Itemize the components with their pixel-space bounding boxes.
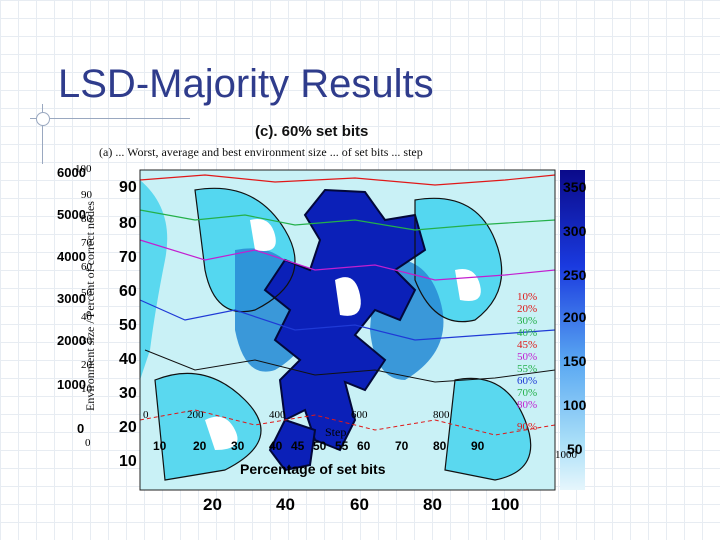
y-tick: 0: [77, 421, 85, 436]
y-tick: 100: [75, 163, 92, 175]
x-tick: 40: [269, 439, 283, 453]
y-tick: 6000: [57, 165, 86, 180]
legend-item: 55%: [517, 363, 538, 375]
x-tick: 50: [313, 439, 327, 453]
y-tick: 20: [119, 419, 137, 436]
colorbar: [560, 170, 585, 490]
y-tick: 70: [81, 237, 92, 249]
contour-hole: [250, 219, 276, 251]
legend-item: 40%: [517, 327, 538, 339]
y-tick: 30: [119, 385, 137, 402]
x-tick: 80: [423, 495, 442, 514]
y-tick: 60: [81, 261, 92, 273]
y-tick: 50: [119, 317, 137, 334]
colorbar-tick: 100: [563, 397, 587, 413]
figure-title-a: (a) ... Worst, average and best environm…: [99, 145, 423, 159]
contour-region: [445, 378, 531, 480]
x-tick: 30: [231, 439, 245, 453]
x-tick: 0: [143, 409, 149, 421]
x-tick: 800: [433, 409, 450, 421]
x-tick: 1000: [555, 449, 577, 461]
y-tick: 20: [81, 359, 92, 371]
legend-item: 70%: [517, 387, 538, 399]
legend-item: 45%: [517, 339, 538, 351]
x-tick: 20: [203, 495, 222, 514]
contour-core: [263, 188, 427, 452]
step-label: Step: [325, 425, 347, 439]
overlaid-figure: (c). 60% set bits (a) ... Worst, average…: [55, 120, 600, 520]
y-tick: 4000: [57, 249, 86, 264]
y-tick: 70: [119, 249, 137, 266]
title-underline: [30, 118, 190, 119]
y-tick: 1000: [57, 377, 86, 392]
x-tick: 600: [351, 409, 368, 421]
y-tick: 3000: [57, 291, 86, 306]
title-vertical-rule: [42, 104, 43, 164]
x-tick: 40: [276, 495, 295, 514]
contour-hole: [205, 416, 238, 450]
colorbar-tick: 200: [563, 309, 587, 325]
y-tick: 90: [81, 189, 92, 201]
legend-item: 80%: [517, 399, 538, 411]
x-tick: 100: [491, 495, 520, 514]
figure-graphics: [139, 169, 585, 491]
y-tick: 90: [119, 179, 137, 196]
y-tick: 40: [119, 351, 137, 368]
y-tick: 30: [81, 335, 92, 347]
legend-item: 90%: [517, 421, 538, 433]
legend-item: 20%: [517, 303, 538, 315]
figure-title-c: (c). 60% set bits: [255, 123, 369, 140]
colorbar-tick: 300: [563, 223, 587, 239]
plot-frame: [139, 169, 556, 491]
colorbar-tick: 150: [563, 353, 587, 369]
x-axis-label: Percentage of set bits: [240, 461, 386, 477]
series-line-magenta: [139, 239, 556, 281]
y-tick: 50: [81, 287, 92, 299]
y-tick: 2000: [57, 333, 86, 348]
x-tick: 400: [269, 409, 286, 421]
slide-title: LSD-Majority Results: [58, 62, 434, 106]
x-tick: 60: [350, 495, 369, 514]
contour-core: [268, 418, 317, 472]
contour-hole: [335, 277, 361, 316]
legend-item: 10%: [517, 291, 538, 303]
x-tick: 10: [153, 439, 167, 453]
y-tick: 10: [119, 453, 137, 470]
legend-item: 30%: [517, 315, 538, 327]
contour-lines: [154, 187, 532, 481]
series-line-red: [139, 174, 556, 186]
colorbar-tick: 50: [567, 441, 583, 457]
y-tick: 80: [81, 213, 92, 225]
x-tick: 60: [357, 439, 371, 453]
x-tick: 45: [291, 439, 305, 453]
x-tick: 200: [187, 409, 204, 421]
series-line-blue: [139, 299, 556, 341]
y-tick: 5000: [57, 207, 86, 222]
x-tick: 70: [395, 439, 409, 453]
x-tick: 20: [193, 439, 207, 453]
series-line-red-dashed: [139, 409, 556, 436]
series-line-black: [144, 349, 556, 383]
series-line-green: [139, 209, 556, 231]
y-tick: 10: [81, 383, 92, 395]
x-tick: 90: [471, 439, 485, 453]
contour-region: [140, 180, 168, 380]
title-rule-circle: [36, 112, 50, 126]
legend-item: 50%: [517, 351, 538, 363]
y-tick: 0: [85, 437, 91, 449]
colorbar-tick: 350: [563, 179, 587, 195]
y-tick: 60: [119, 283, 137, 300]
y-tick: 40: [81, 311, 92, 323]
legend-item: 60%: [517, 375, 538, 387]
x-tick: 55: [335, 439, 349, 453]
x-tick: 80: [433, 439, 447, 453]
colorbar-tick: 250: [563, 267, 587, 283]
y-tick: 80: [119, 215, 137, 232]
